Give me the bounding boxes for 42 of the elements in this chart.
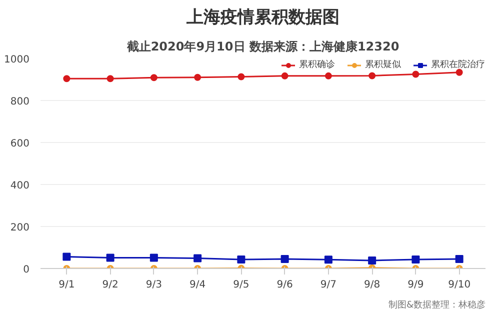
point xyxy=(106,254,114,262)
point xyxy=(280,255,289,264)
point xyxy=(412,70,420,78)
point xyxy=(237,255,246,264)
x-tick-label: 9/1 xyxy=(58,280,75,290)
y-tick-label: 800 xyxy=(10,96,30,108)
x-tick-label: 9/8 xyxy=(364,280,380,290)
point xyxy=(194,254,202,262)
y-tick-label: 1000 xyxy=(4,54,30,66)
chart-title: 上海疫情累积数据图 xyxy=(186,8,340,28)
point xyxy=(456,68,463,76)
x-tick-label: 9/6 xyxy=(276,280,293,290)
x-tick-label: 9/5 xyxy=(233,280,250,290)
x-tick-label: 9/10 xyxy=(448,280,471,290)
x-tick-label: 9/2 xyxy=(102,280,118,290)
point xyxy=(324,256,332,264)
legend-label: 累积在院治疗 xyxy=(431,58,485,71)
point xyxy=(194,74,202,81)
point xyxy=(455,255,464,264)
point xyxy=(368,72,376,80)
point xyxy=(368,256,376,265)
legend-label: 累积确诊 xyxy=(299,58,335,71)
y-tick-label: 400 xyxy=(10,180,30,192)
point xyxy=(324,72,332,80)
y-tick-label: 600 xyxy=(10,138,30,150)
x-tick-label: 9/7 xyxy=(320,280,336,290)
point xyxy=(150,254,158,262)
point xyxy=(281,72,288,80)
text: 制图&数据整理：林稳彦 xyxy=(388,300,486,310)
y-tick-label: 200 xyxy=(10,222,30,234)
point xyxy=(62,252,71,261)
x-tick-label: 9/4 xyxy=(190,280,206,290)
x-tick-label: 9/3 xyxy=(146,280,162,290)
point xyxy=(412,255,420,264)
point xyxy=(63,75,70,82)
point xyxy=(238,73,245,80)
point xyxy=(106,75,114,82)
point xyxy=(150,74,158,82)
chart-subtitle: 截止2020年9月10日 数据来源：上海健康12320 xyxy=(126,40,400,54)
y-tick-label: 0 xyxy=(23,264,30,276)
x-tick-label: 9/9 xyxy=(408,280,424,290)
legend-label: 累积疑似 xyxy=(365,58,401,71)
